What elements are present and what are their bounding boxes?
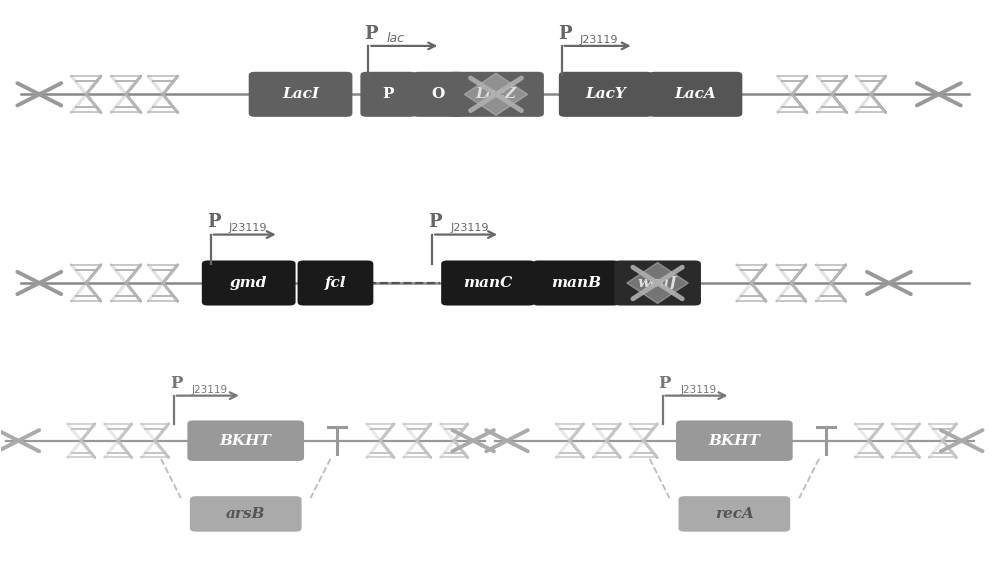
- FancyBboxPatch shape: [448, 72, 544, 117]
- Text: BKHT: BKHT: [708, 434, 760, 448]
- FancyBboxPatch shape: [202, 260, 296, 306]
- Text: LacZ: LacZ: [476, 87, 517, 101]
- FancyBboxPatch shape: [679, 496, 790, 531]
- FancyBboxPatch shape: [614, 260, 701, 306]
- Text: fcl: fcl: [325, 276, 346, 290]
- FancyBboxPatch shape: [298, 260, 373, 306]
- FancyBboxPatch shape: [187, 421, 304, 461]
- Text: BKHT: BKHT: [220, 434, 272, 448]
- Polygon shape: [464, 73, 528, 115]
- Text: P: P: [428, 213, 442, 231]
- Text: manB: manB: [551, 276, 601, 290]
- Text: J23119: J23119: [580, 35, 618, 45]
- FancyBboxPatch shape: [360, 72, 416, 117]
- Text: J23119: J23119: [450, 224, 489, 233]
- FancyBboxPatch shape: [676, 421, 793, 461]
- Text: J23119: J23119: [680, 384, 717, 395]
- Text: P: P: [170, 375, 182, 392]
- Text: O: O: [432, 87, 445, 101]
- Text: P: P: [383, 87, 394, 101]
- Text: J23119: J23119: [192, 384, 228, 395]
- Text: lac: lac: [386, 32, 404, 45]
- Text: arsB: arsB: [226, 507, 265, 521]
- Text: recA: recA: [715, 507, 754, 521]
- FancyBboxPatch shape: [412, 72, 464, 117]
- FancyBboxPatch shape: [559, 72, 653, 117]
- Text: manC: manC: [463, 276, 513, 290]
- Text: LacI: LacI: [282, 87, 319, 101]
- Text: LacA: LacA: [675, 87, 716, 101]
- Text: LacY: LacY: [585, 87, 626, 101]
- Text: wcaJ: wcaJ: [638, 276, 677, 290]
- Text: P: P: [558, 24, 571, 42]
- Text: P: P: [207, 213, 220, 231]
- Text: gmd: gmd: [230, 276, 267, 290]
- Polygon shape: [627, 263, 688, 303]
- FancyBboxPatch shape: [649, 72, 742, 117]
- FancyBboxPatch shape: [441, 260, 535, 306]
- FancyBboxPatch shape: [190, 496, 302, 531]
- FancyBboxPatch shape: [532, 260, 619, 306]
- Text: P: P: [364, 24, 378, 42]
- FancyBboxPatch shape: [249, 72, 352, 117]
- Text: P: P: [659, 375, 671, 392]
- Text: J23119: J23119: [229, 224, 267, 233]
